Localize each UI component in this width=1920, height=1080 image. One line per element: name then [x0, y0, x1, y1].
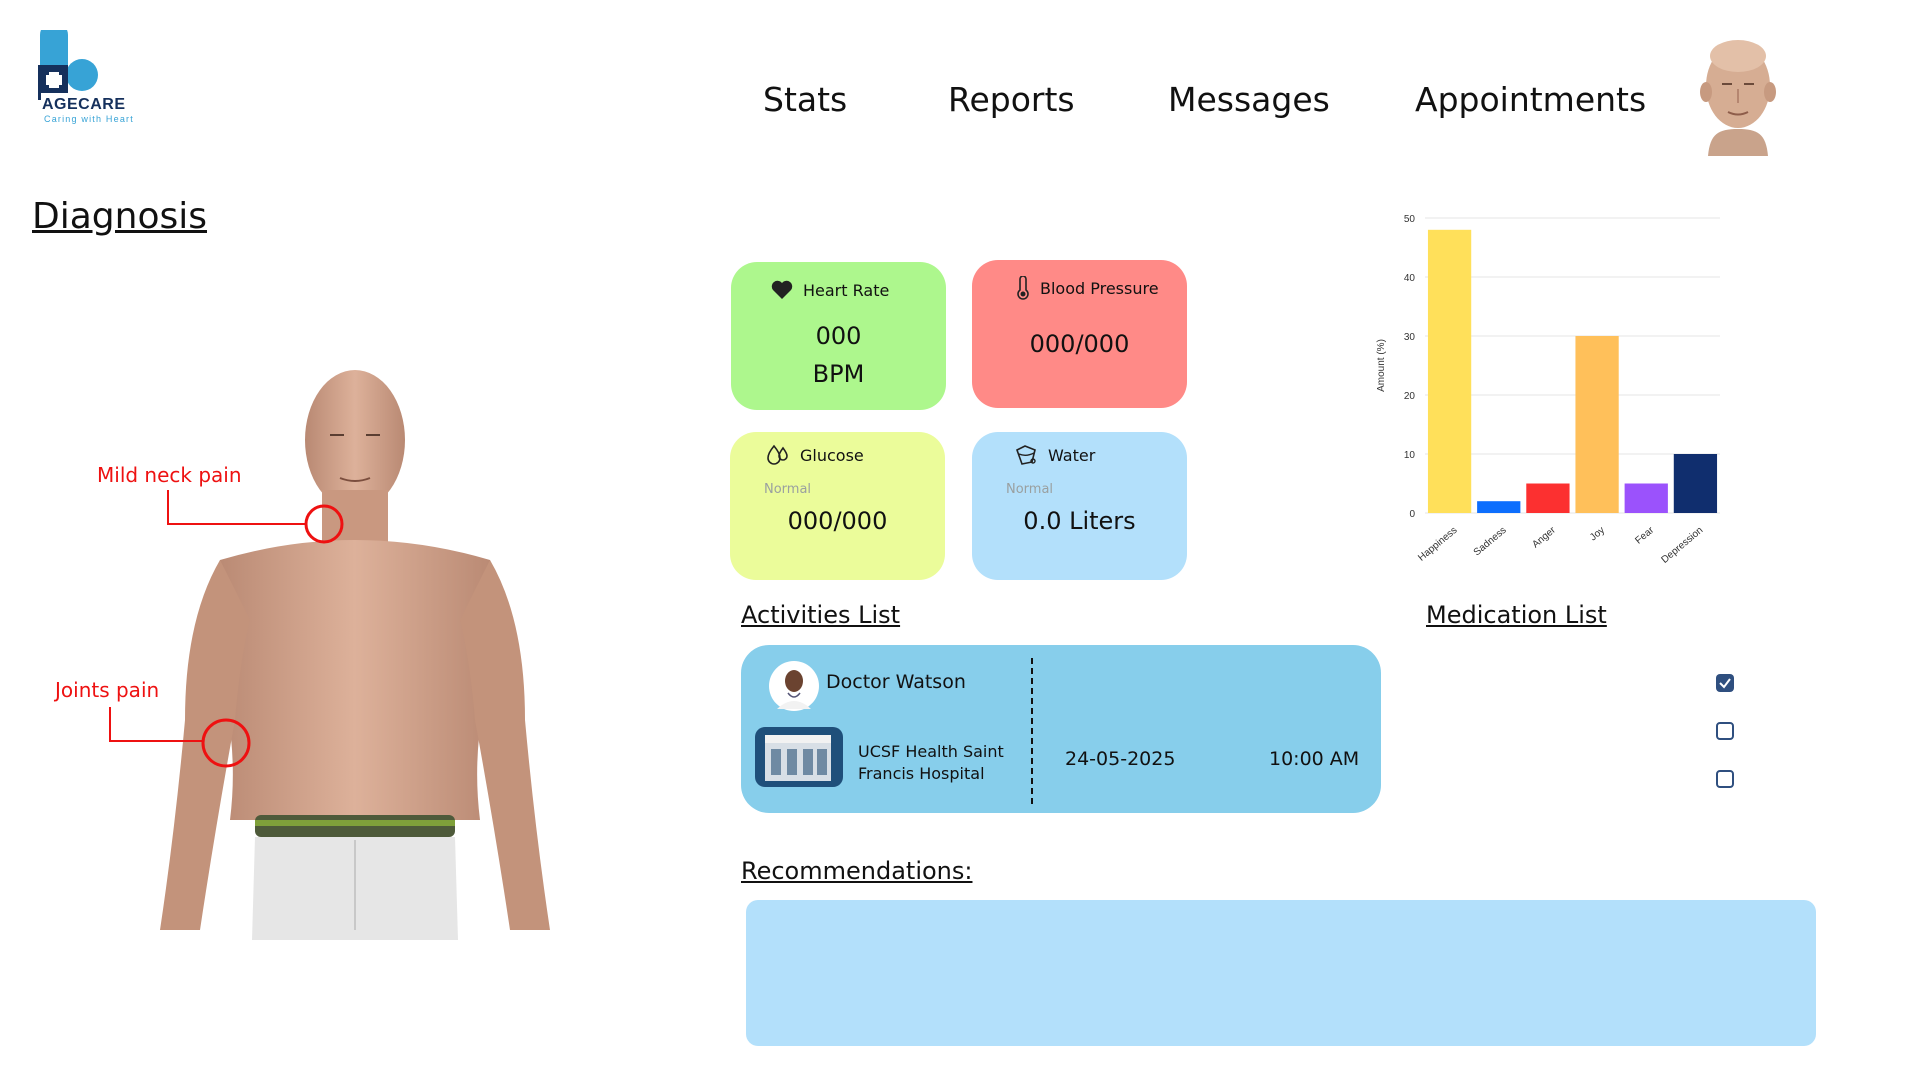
bar: [1526, 483, 1570, 513]
water-status: Normal: [1006, 482, 1054, 497]
x-tick-label: Fear: [1633, 524, 1656, 546]
user-avatar[interactable]: [1688, 34, 1788, 156]
recommendations-box[interactable]: [746, 900, 1816, 1046]
glucose-drops-icon: [767, 444, 788, 465]
blood-pressure-card[interactable]: Blood Pressure 000/000: [972, 260, 1187, 408]
pain-marker-neck[interactable]: [160, 488, 350, 548]
doctor-name: Doctor Watson: [826, 671, 966, 693]
y-tick-label: 40: [1404, 273, 1416, 284]
pain-label-joints: Joints pain: [55, 678, 160, 702]
medication-checkbox[interactable]: [1716, 770, 1734, 788]
glucose-card[interactable]: Glucose Normal 000/000: [730, 432, 945, 580]
bar: [1575, 336, 1619, 513]
appointment-date: 24-05-2025: [1065, 748, 1176, 770]
bar: [1673, 454, 1718, 513]
doctor-avatar: [769, 661, 819, 711]
pain-label-neck: Mild neck pain: [97, 463, 242, 487]
y-axis-label: Amount (%): [1376, 339, 1387, 392]
activities-title: Activities List: [741, 601, 901, 629]
emotion-bar-chart: 0 10 20 30 40 50 Happiness Sadness Anger Joy Fear D…: [1376, 214, 1720, 566]
heart-rate-label: Heart Rate: [803, 280, 890, 300]
page-title: Diagnosis: [32, 196, 207, 237]
heart-rate-card[interactable]: Heart Rate 000 BPM: [731, 262, 946, 410]
hospital-image: [755, 727, 843, 787]
x-tick-label: Anger: [1530, 524, 1558, 550]
bar: [1477, 501, 1521, 513]
brand-tagline: Caring with Heart: [44, 114, 134, 124]
bar: [1427, 229, 1472, 514]
blood-pressure-label: Blood Pressure: [1040, 278, 1159, 298]
heart-rate-unit: BPM: [812, 360, 865, 388]
hospital-name-line1: UCSF Health Saint: [858, 742, 1004, 761]
medication-checkbox[interactable]: [1716, 674, 1734, 692]
x-tick-label: Joy: [1588, 525, 1607, 543]
glucose-label: Glucose: [800, 445, 864, 465]
blood-pressure-value: 000/000: [1029, 330, 1130, 358]
x-tick-label: Depression: [1660, 525, 1706, 566]
bar: [1624, 483, 1668, 513]
water-label: Water: [1048, 445, 1096, 465]
y-tick-label: 0: [1409, 509, 1415, 520]
heart-icon: [771, 280, 793, 299]
activity-item[interactable]: Doctor Watson UCSF Health Saint Francis …: [741, 645, 1381, 813]
thermometer-icon: [1017, 276, 1029, 300]
y-tick-label: 10: [1404, 450, 1416, 461]
nav-stats[interactable]: Stats: [763, 80, 848, 119]
x-tick-label: Sadness: [1472, 525, 1509, 558]
check-icon: [1719, 678, 1731, 689]
divider: [1031, 658, 1033, 804]
recommendations-title: Recommendations:: [741, 857, 973, 885]
appointment-time: 10:00 AM: [1269, 748, 1360, 770]
y-tick-label: 30: [1404, 332, 1416, 343]
heart-cross-logo-icon: [38, 21, 98, 125]
glucose-status: Normal: [764, 482, 812, 497]
nav-appointments[interactable]: Appointments: [1415, 80, 1647, 119]
nav-reports[interactable]: Reports: [948, 80, 1075, 119]
water-glass-icon: [1016, 445, 1036, 465]
hospital-name-line2: Francis Hospital: [858, 764, 985, 783]
medication-title: Medication List: [1426, 601, 1607, 629]
glucose-value: 000/000: [787, 507, 888, 535]
pain-marker-joints[interactable]: [100, 705, 260, 775]
medication-checkbox[interactable]: [1716, 722, 1734, 740]
x-tick-label: Happiness: [1416, 525, 1459, 564]
water-value: 0.0 Liters: [1023, 507, 1136, 535]
brand-name: AGECARE: [42, 96, 126, 113]
y-tick-label: 50: [1404, 214, 1416, 225]
hospital-name: UCSF Health Saint Francis Hospital: [858, 741, 1004, 785]
water-card[interactable]: Water Normal 0.0 Liters: [972, 432, 1187, 580]
agecare-logo[interactable]: AGECARE Caring with Heart: [34, 21, 164, 130]
body-figure: [140, 360, 570, 940]
y-tick-label: 20: [1404, 391, 1416, 402]
nav-messages[interactable]: Messages: [1168, 80, 1330, 119]
heart-rate-value: 000: [815, 322, 862, 350]
